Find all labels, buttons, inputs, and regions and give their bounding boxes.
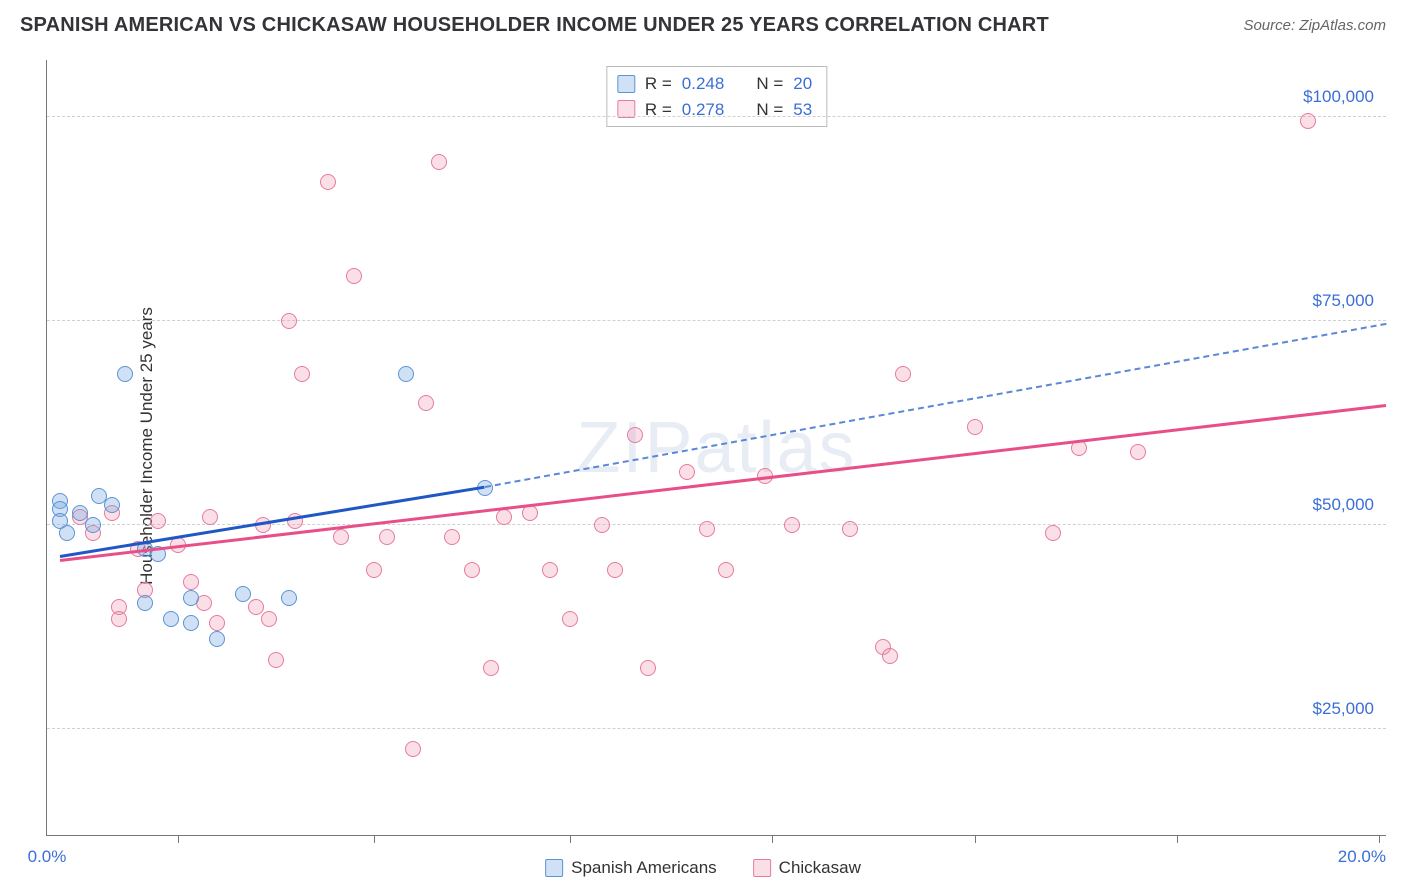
- scatter-point-chickasaw: [496, 509, 512, 525]
- scatter-point-chickasaw: [111, 611, 127, 627]
- scatter-point-chickasaw: [679, 464, 695, 480]
- scatter-point-spanish: [117, 366, 133, 382]
- stats-row-chickasaw: R = 0.278 N = 53: [617, 97, 812, 123]
- stats-row-spanish: R = 0.248 N = 20: [617, 71, 812, 97]
- scatter-point-chickasaw: [1300, 113, 1316, 129]
- scatter-point-spanish: [163, 611, 179, 627]
- scatter-point-chickasaw: [464, 562, 480, 578]
- scatter-point-chickasaw: [842, 521, 858, 537]
- scatter-point-chickasaw: [882, 648, 898, 664]
- swatch-chickasaw: [753, 859, 771, 877]
- scatter-point-spanish: [281, 590, 297, 606]
- scatter-point-chickasaw: [640, 660, 656, 676]
- scatter-point-chickasaw: [431, 154, 447, 170]
- scatter-point-chickasaw: [150, 513, 166, 529]
- scatter-chart: ZIPatlas R = 0.248 N = 20 R = 0.278 N = …: [46, 60, 1386, 836]
- x-tick-label: 0.0%: [28, 847, 67, 867]
- gridline: [47, 116, 1386, 117]
- scatter-point-chickasaw: [209, 615, 225, 631]
- x-tick: [975, 835, 976, 843]
- scatter-point-spanish: [85, 517, 101, 533]
- scatter-point-chickasaw: [281, 313, 297, 329]
- n-value-spanish: 20: [793, 71, 812, 97]
- n-value-chickasaw: 53: [793, 97, 812, 123]
- scatter-point-chickasaw: [444, 529, 460, 545]
- y-tick-label: $100,000: [1303, 87, 1374, 107]
- scatter-point-chickasaw: [320, 174, 336, 190]
- legend-label-chickasaw: Chickasaw: [779, 858, 861, 878]
- chart-title: SPANISH AMERICAN VS CHICKASAW HOUSEHOLDE…: [20, 14, 1049, 37]
- scatter-point-chickasaw: [594, 517, 610, 533]
- y-tick-label: $75,000: [1313, 291, 1374, 311]
- r-value-spanish: 0.248: [682, 71, 725, 97]
- scatter-point-chickasaw: [379, 529, 395, 545]
- scatter-point-chickasaw: [248, 599, 264, 615]
- scatter-point-chickasaw: [366, 562, 382, 578]
- scatter-point-spanish: [137, 595, 153, 611]
- scatter-point-chickasaw: [268, 652, 284, 668]
- x-tick: [374, 835, 375, 843]
- gridline: [47, 320, 1386, 321]
- x-tick: [178, 835, 179, 843]
- legend-item-spanish: Spanish Americans: [545, 858, 717, 878]
- r-label: R =: [645, 97, 672, 123]
- swatch-spanish: [617, 75, 635, 93]
- y-tick-label: $25,000: [1313, 699, 1374, 719]
- scatter-point-chickasaw: [967, 419, 983, 435]
- watermark: ZIPatlas: [576, 407, 856, 489]
- legend-item-chickasaw: Chickasaw: [753, 858, 861, 878]
- legend: Spanish Americans Chickasaw: [545, 858, 861, 878]
- scatter-point-spanish: [183, 590, 199, 606]
- scatter-point-chickasaw: [183, 574, 199, 590]
- scatter-point-chickasaw: [895, 366, 911, 382]
- scatter-point-chickasaw: [202, 509, 218, 525]
- scatter-point-chickasaw: [261, 611, 277, 627]
- scatter-point-spanish: [183, 615, 199, 631]
- source-label: Source: ZipAtlas.com: [1243, 17, 1386, 34]
- correlation-stats-box: R = 0.248 N = 20 R = 0.278 N = 53: [606, 66, 827, 127]
- scatter-point-chickasaw: [1045, 525, 1061, 541]
- gridline: [47, 728, 1386, 729]
- scatter-point-chickasaw: [718, 562, 734, 578]
- swatch-spanish: [545, 859, 563, 877]
- scatter-point-chickasaw: [627, 427, 643, 443]
- scatter-point-spanish: [72, 505, 88, 521]
- r-value-chickasaw: 0.278: [682, 97, 725, 123]
- scatter-point-chickasaw: [333, 529, 349, 545]
- x-tick: [772, 835, 773, 843]
- x-tick: [1177, 835, 1178, 843]
- scatter-point-chickasaw: [542, 562, 558, 578]
- n-label: N =: [756, 71, 783, 97]
- scatter-point-chickasaw: [699, 521, 715, 537]
- trendline-spanish-extrapolated: [484, 323, 1386, 488]
- x-tick-label: 20.0%: [1338, 847, 1386, 867]
- scatter-point-chickasaw: [562, 611, 578, 627]
- scatter-point-chickasaw: [346, 268, 362, 284]
- scatter-point-spanish: [59, 525, 75, 541]
- scatter-point-chickasaw: [418, 395, 434, 411]
- y-tick-label: $50,000: [1313, 495, 1374, 515]
- scatter-point-chickasaw: [1130, 444, 1146, 460]
- scatter-point-chickasaw: [784, 517, 800, 533]
- scatter-point-chickasaw: [483, 660, 499, 676]
- scatter-point-spanish: [398, 366, 414, 382]
- scatter-point-spanish: [209, 631, 225, 647]
- scatter-point-chickasaw: [405, 741, 421, 757]
- trendline-chickasaw: [60, 404, 1386, 562]
- legend-label-spanish: Spanish Americans: [571, 858, 717, 878]
- x-tick: [1379, 835, 1380, 843]
- scatter-point-spanish: [104, 497, 120, 513]
- scatter-point-chickasaw: [294, 366, 310, 382]
- r-label: R =: [645, 71, 672, 97]
- trendline-spanish: [60, 485, 485, 557]
- scatter-point-chickasaw: [607, 562, 623, 578]
- n-label: N =: [756, 97, 783, 123]
- scatter-point-spanish: [235, 586, 251, 602]
- x-tick: [570, 835, 571, 843]
